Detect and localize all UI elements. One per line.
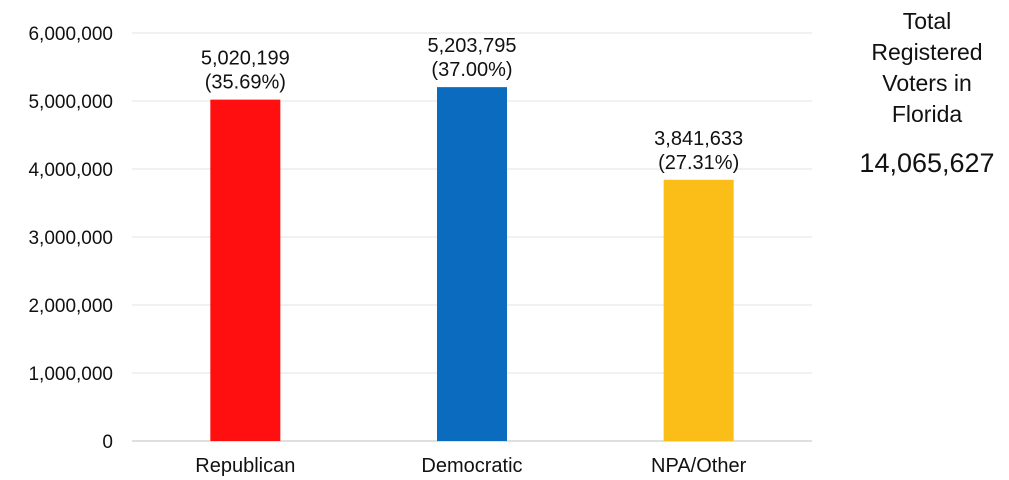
x-axis-category-labels: Republican Democratic NPA/Other [195, 455, 746, 477]
total-voters-value: 14,065,627 [859, 148, 995, 178]
category-label: NPA/Other [651, 455, 747, 477]
bar-value-label: 3,841,633 [654, 128, 743, 150]
bar-npa-other [663, 179, 734, 441]
bar-percent-label: (27.31%) [658, 152, 739, 174]
y-tick-label: 5,000,000 [28, 92, 113, 113]
bar-percent-label: (37.00%) [431, 59, 512, 81]
bar-republican [210, 99, 281, 441]
category-label: Republican [195, 455, 295, 477]
y-tick-label: 2,000,000 [28, 296, 113, 317]
data-labels: 5,020,199(35.69%) 5,203,795(37.00%) 3,841,… [201, 35, 743, 174]
total-voters-title: Total Registered Voters in Florida [871, 8, 983, 127]
category-label: Democratic [421, 455, 522, 477]
y-tick-label: 6,000,000 [28, 24, 113, 45]
y-tick-label: 3,000,000 [28, 228, 113, 249]
y-tick-label: 4,000,000 [28, 160, 113, 181]
bar-chart: 0 1,000,000 2,000,000 3,000,000 4,000,000 5,0… [28, 24, 812, 477]
total-voters-panel: Total Registered Voters in Florida 14,06… [852, 6, 1002, 179]
bar-value-label: 5,203,795 [428, 35, 517, 57]
bars [210, 87, 734, 441]
y-tick-label: 1,000,000 [28, 364, 113, 385]
y-tick-label: 0 [102, 432, 113, 453]
bar-value-label: 5,020,199 [201, 48, 290, 70]
bar-percent-label: (35.69%) [205, 72, 286, 94]
bar-democratic [437, 87, 507, 441]
y-axis-tick-labels: 0 1,000,000 2,000,000 3,000,000 4,000,000 5,0… [28, 24, 113, 453]
